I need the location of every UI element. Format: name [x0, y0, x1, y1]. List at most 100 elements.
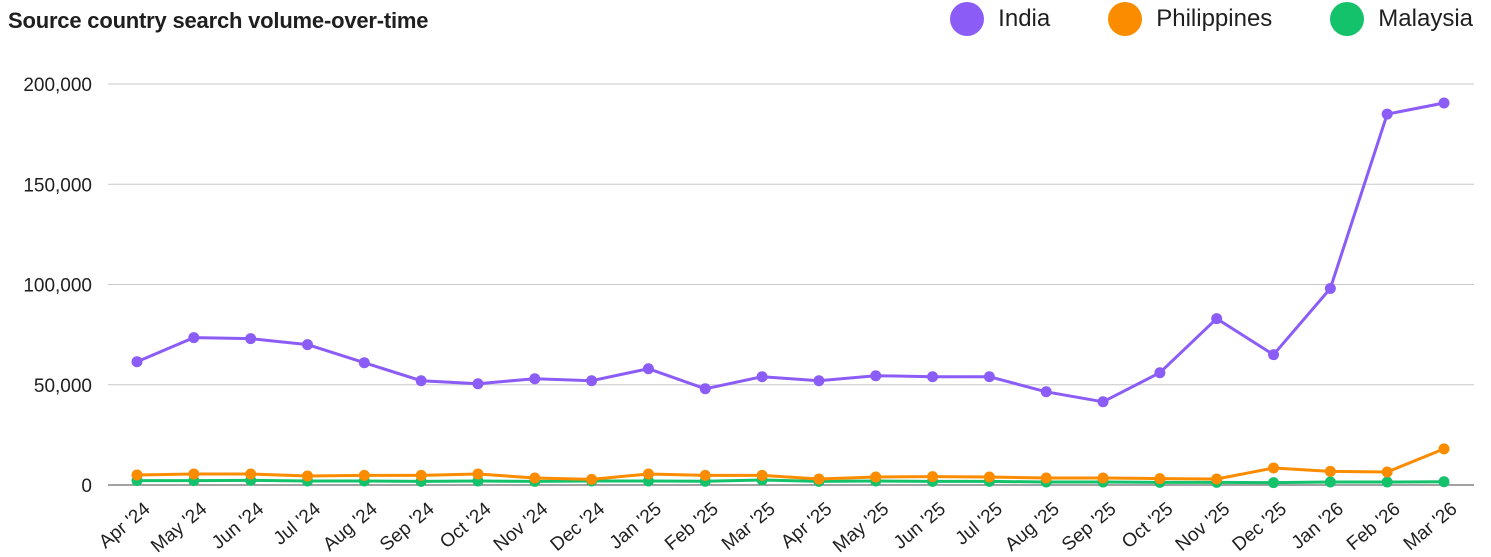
data-point-philippines[interactable] — [1438, 443, 1450, 455]
data-point-india[interactable] — [131, 356, 143, 368]
x-tick-label: Nov '24 — [490, 498, 553, 555]
data-point-india[interactable] — [1097, 396, 1109, 408]
data-point-india[interactable] — [1324, 283, 1336, 295]
data-point-malaysia[interactable] — [1438, 476, 1450, 488]
data-point-philippines[interactable] — [1268, 462, 1280, 474]
data-point-india[interactable] — [1040, 386, 1052, 398]
data-point-malaysia[interactable] — [1324, 476, 1336, 488]
data-point-india[interactable] — [586, 375, 598, 387]
legend: India Philippines Malaysia — [950, 2, 1473, 36]
series-line-india — [135, 101, 1446, 404]
data-point-malaysia[interactable] — [1381, 476, 1393, 488]
data-point-philippines[interactable] — [245, 468, 257, 480]
series-layer — [131, 97, 1450, 489]
x-tick-label: Jul '25 — [952, 499, 1007, 550]
x-tick-label: Dec '24 — [547, 498, 610, 555]
y-tick-label: 0 — [81, 476, 92, 497]
legend-item-malaysia[interactable]: Malaysia — [1330, 2, 1473, 36]
x-tick-label: Feb '25 — [661, 499, 723, 555]
data-point-philippines[interactable] — [1324, 465, 1336, 477]
x-tick-label: Apr '24 — [95, 498, 154, 553]
legend-item-india[interactable]: India — [950, 2, 1050, 36]
data-point-philippines[interactable] — [1381, 466, 1393, 478]
x-tick-label: Oct '24 — [436, 498, 495, 553]
data-point-philippines[interactable] — [642, 468, 654, 480]
data-point-india[interactable] — [1438, 97, 1450, 109]
x-tick-label: Feb '26 — [1343, 499, 1405, 555]
x-tick-label: May '24 — [147, 498, 211, 557]
data-point-india[interactable] — [699, 383, 711, 395]
data-point-philippines[interactable] — [472, 468, 484, 480]
x-tick-label: Aug '25 — [1001, 499, 1063, 556]
y-axis-ticks: 0 50,000 100,000 150,000 200,000 — [23, 75, 92, 497]
data-point-india[interactable] — [301, 339, 313, 351]
series-india — [131, 97, 1450, 408]
chart-title: Source country search volume-over-time — [8, 8, 429, 33]
data-point-india[interactable] — [358, 357, 370, 369]
x-tick-label: Jun '25 — [890, 499, 950, 554]
data-point-philippines[interactable] — [699, 469, 711, 481]
data-point-india[interactable] — [188, 332, 200, 344]
data-point-india[interactable] — [472, 378, 484, 390]
y-tick-label: 150,000 — [23, 175, 92, 196]
series-philippines — [131, 443, 1450, 485]
data-point-philippines[interactable] — [1154, 473, 1166, 485]
x-tick-label: May '25 — [829, 499, 893, 557]
data-point-india[interactable] — [529, 373, 541, 385]
data-point-philippines[interactable] — [870, 471, 882, 483]
data-point-philippines[interactable] — [813, 473, 825, 485]
data-point-philippines[interactable] — [188, 468, 200, 480]
data-point-india[interactable] — [1268, 349, 1280, 361]
y-tick-label: 200,000 — [23, 75, 92, 96]
data-point-malaysia[interactable] — [1268, 477, 1280, 489]
data-point-philippines[interactable] — [586, 473, 598, 485]
data-point-india[interactable] — [756, 371, 768, 383]
x-tick-label: Sep '25 — [1058, 499, 1120, 556]
data-point-india[interactable] — [415, 375, 427, 387]
x-tick-label: Apr '25 — [777, 499, 836, 553]
legend-swatch-malaysia — [1330, 2, 1365, 36]
data-point-india[interactable] — [983, 371, 995, 383]
data-point-india[interactable] — [1381, 108, 1393, 120]
x-tick-label: Jan '26 — [1288, 499, 1348, 554]
legend-label-india: India — [998, 5, 1051, 32]
data-point-philippines[interactable] — [1211, 473, 1223, 485]
data-point-philippines[interactable] — [529, 472, 541, 484]
y-tick-label: 50,000 — [34, 376, 92, 397]
data-point-philippines[interactable] — [983, 471, 995, 483]
x-tick-label: Jul '24 — [270, 498, 325, 549]
x-tick-label: Sep '24 — [376, 498, 439, 555]
data-point-india[interactable] — [813, 375, 825, 387]
x-tick-label: Dec '25 — [1229, 499, 1291, 556]
data-point-india[interactable] — [642, 363, 654, 375]
x-tick-label: Nov '25 — [1172, 499, 1234, 556]
series-line-philippines — [135, 447, 1446, 481]
data-point-philippines[interactable] — [131, 469, 143, 481]
data-point-philippines[interactable] — [927, 471, 939, 483]
data-point-philippines[interactable] — [301, 470, 313, 482]
data-point-philippines[interactable] — [1040, 472, 1052, 484]
data-point-india[interactable] — [245, 333, 257, 345]
legend-label-malaysia: Malaysia — [1378, 5, 1473, 32]
data-point-india[interactable] — [927, 371, 939, 383]
data-point-india[interactable] — [1154, 367, 1166, 379]
legend-item-philippines[interactable]: Philippines — [1108, 2, 1272, 36]
data-point-philippines[interactable] — [415, 469, 427, 481]
data-point-philippines[interactable] — [756, 469, 768, 481]
series-line-malaysia — [135, 478, 1446, 485]
x-tick-label: Jun '24 — [208, 498, 268, 553]
x-tick-label: Oct '25 — [1118, 499, 1177, 553]
y-tick-label: 100,000 — [23, 276, 92, 297]
x-tick-label: Aug '24 — [319, 498, 382, 555]
data-point-philippines[interactable] — [1097, 472, 1109, 484]
data-point-india[interactable] — [1211, 313, 1223, 325]
x-tick-label: Jan '25 — [606, 499, 666, 554]
x-tick-label: Mar '25 — [718, 499, 780, 555]
data-point-india[interactable] — [870, 370, 882, 382]
data-point-philippines[interactable] — [358, 469, 370, 481]
x-tick-label: Mar '26 — [1400, 499, 1462, 555]
legend-swatch-philippines — [1108, 2, 1143, 36]
legend-swatch-india — [950, 2, 985, 36]
legend-label-philippines: Philippines — [1156, 5, 1273, 32]
